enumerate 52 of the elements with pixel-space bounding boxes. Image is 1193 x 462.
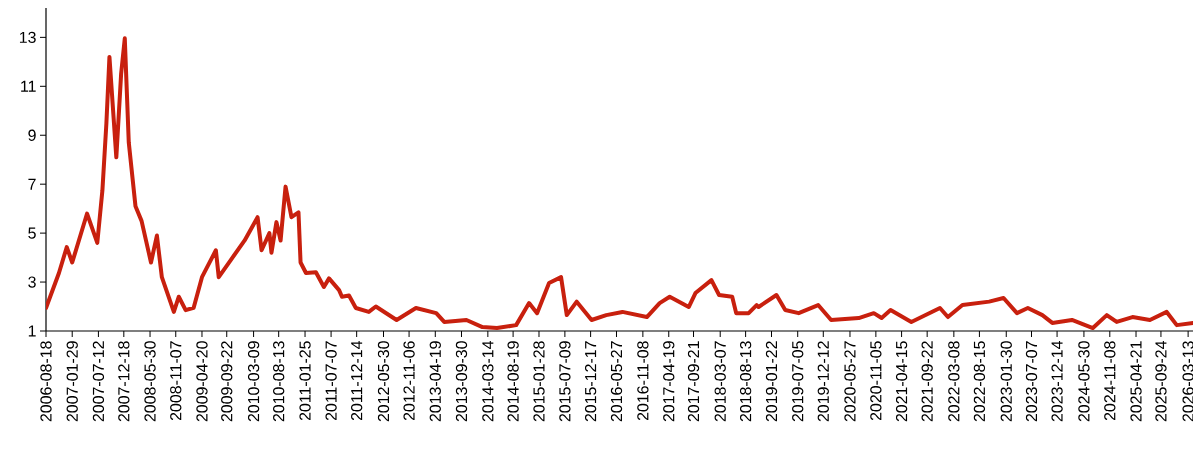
x-tick-label: 2017-04-19 xyxy=(663,341,675,422)
x-tick-label: 2013-09-30 xyxy=(455,341,468,422)
x-tick-label: 2012-05-30 xyxy=(377,341,390,422)
x-tick-label: 2011-07-07 xyxy=(325,341,337,421)
x-tick-label: 2007-01-29 xyxy=(66,341,78,422)
x-tick-label: 2025-04-21 xyxy=(1130,341,1142,422)
x-tick-label: 2019-01-22 xyxy=(765,341,778,422)
x-tick-label: 2010-03-09 xyxy=(247,341,260,422)
x-tick-label: 2011-01-25 xyxy=(299,341,311,421)
x-tick-label: 2008-11-07 xyxy=(170,341,182,421)
y-tick-label: 5 xyxy=(28,227,36,239)
y-tick-label: 7 xyxy=(28,178,36,190)
x-tick-label: 2018-08-13 xyxy=(739,341,752,422)
x-tick-label: 2011-12-14 xyxy=(351,341,363,421)
x-tick-label: 2023-07-07 xyxy=(1025,341,1038,422)
y-tick-label: 3 xyxy=(28,276,36,288)
y-tick-label: 1 xyxy=(28,325,36,337)
x-tick-label: 2015-12-17 xyxy=(584,341,597,422)
x-tick-label: 2022-03-08 xyxy=(948,341,960,422)
x-tick-label: 2024-11-08 xyxy=(1104,341,1116,421)
x-tick-label: 2014-08-19 xyxy=(507,341,519,422)
x-tick-label: 2015-01-28 xyxy=(533,341,545,422)
y-tick-label: 13 xyxy=(19,31,36,43)
x-tick-label: 2009-09-22 xyxy=(221,341,233,422)
x-tick-label: 2026-03-13 xyxy=(1182,341,1193,422)
x-tick-label: 2012-11-06 xyxy=(403,341,415,421)
x-tick-label: 2015-07-09 xyxy=(559,341,571,422)
x-tick-label: 2013-04-19 xyxy=(429,341,441,422)
y-tick-label: 9 xyxy=(28,129,36,141)
x-tick-label: 2022-08-15 xyxy=(973,341,986,422)
x-tick-label: 2008-05-30 xyxy=(144,341,156,422)
y-tick-label: 11 xyxy=(21,80,36,92)
x-tick-label: 2020-05-27 xyxy=(844,341,856,422)
x-tick-label: 2010-08-13 xyxy=(273,341,285,422)
x-tick-label: 2019-12-12 xyxy=(817,341,829,422)
x-tick-label: 2016-11-08 xyxy=(637,341,649,421)
x-tick-label: 2018-03-07 xyxy=(714,341,726,422)
x-tick-label: 2019-07-05 xyxy=(792,341,804,422)
x-tick-label: 2024-05-30 xyxy=(1078,341,1090,422)
x-tick-label: 2007-12-18 xyxy=(118,341,130,422)
x-tick-label: 2020-11-05 xyxy=(870,341,882,421)
x-tick-label: 2021-09-22 xyxy=(921,341,933,422)
x-tick-label: 2017-09-21 xyxy=(687,341,700,422)
x-tick-label: 2009-04-20 xyxy=(196,341,208,422)
x-tick-label: 2023-01-30 xyxy=(1000,341,1012,422)
x-tick-label: 2016-05-27 xyxy=(610,341,623,422)
x-tick-label: 2025-09-24 xyxy=(1155,341,1167,422)
x-tick-label: 2021-04-15 xyxy=(895,341,908,422)
x-tick-label: 2023-12-14 xyxy=(1051,341,1063,422)
x-tick-label: 2006-08-18 xyxy=(40,341,52,422)
x-tick-label: 2014-03-14 xyxy=(482,341,494,422)
x-tick-label: 2007-07-12 xyxy=(92,341,105,422)
